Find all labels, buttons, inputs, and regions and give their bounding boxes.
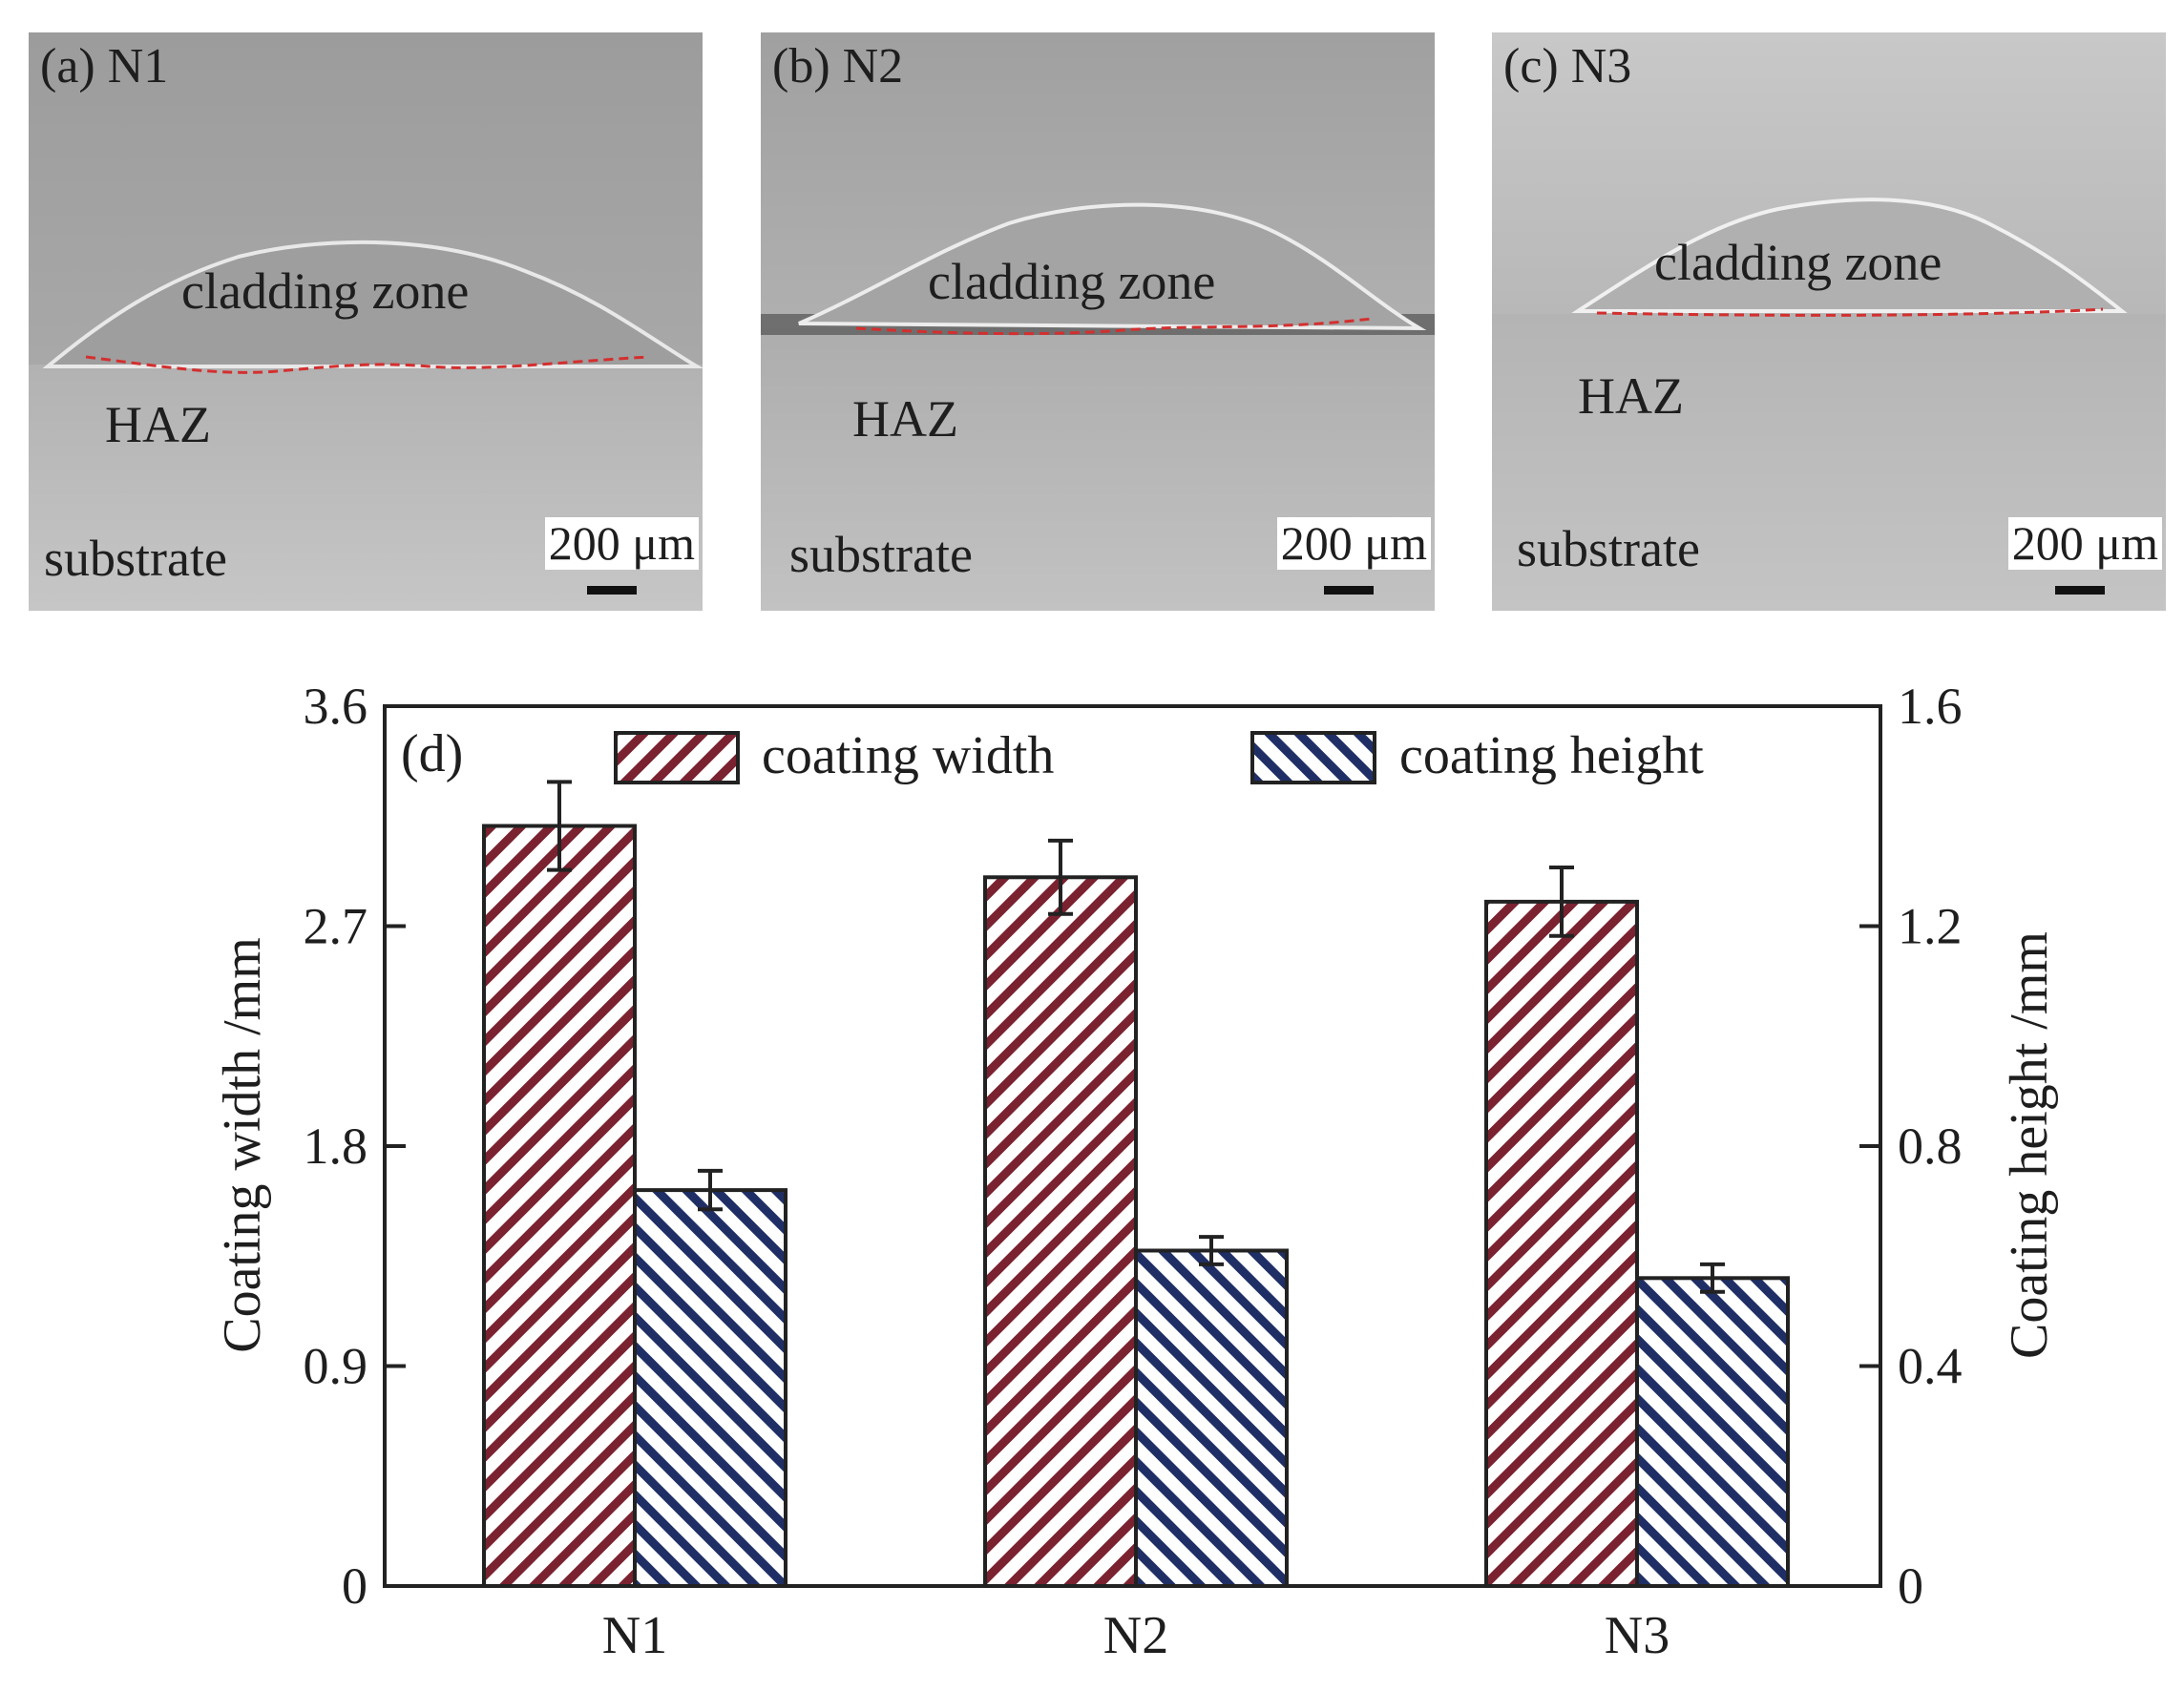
haz-label: HAZ — [105, 396, 211, 453]
scale-bar — [1324, 586, 1374, 595]
legend-swatch-height — [1250, 731, 1376, 784]
haz-label: HAZ — [852, 390, 958, 448]
bar-coating-width — [983, 875, 1138, 1588]
tick-label-left: 0.9 — [304, 1338, 368, 1395]
micrograph-image — [29, 32, 703, 611]
bar-coating-height — [633, 1188, 788, 1588]
legend: coating width coating height — [614, 726, 1704, 785]
y-axis-right-label: Coating height /mm — [2000, 931, 2059, 1359]
tick-label-right: 1.6 — [1898, 678, 1963, 735]
x-tick-label: N2 — [1103, 1606, 1168, 1665]
fusion-line — [1596, 307, 2104, 317]
tick-label-left: 0 — [342, 1557, 368, 1615]
fusion-line — [855, 317, 1373, 336]
cladding-zone-label: cladding zone — [181, 262, 470, 320]
micrograph-panel-n3: (c) N3 cladding zone HAZ substrate 200 μ… — [1492, 32, 2166, 611]
tick-label-left: 1.8 — [304, 1117, 368, 1175]
tick-label-right: 0 — [1898, 1557, 1923, 1615]
micrograph-image — [761, 32, 1435, 611]
haz-label: HAZ — [1578, 367, 1684, 425]
panel-label-d: (d) — [401, 724, 463, 783]
panel-label: (c) N3 — [1503, 39, 1632, 94]
y-axis-left-label: Coating width /mm — [213, 937, 272, 1353]
bar-coating-height — [1635, 1276, 1790, 1588]
legend-label-height: coating height — [1399, 726, 1704, 785]
scale-bar — [587, 586, 637, 595]
bar-coating-width — [482, 824, 637, 1588]
bar-coating-height — [1134, 1248, 1289, 1588]
bars-group — [482, 780, 1790, 1588]
substrate-label: substrate — [1517, 520, 1700, 577]
scale-bar — [2055, 586, 2105, 595]
tick-label-right: 0.8 — [1898, 1117, 1963, 1175]
right-axis: 0 0.4 0.8 1.2 1.6 — [1859, 678, 1963, 1615]
tick-label-left: 2.7 — [304, 898, 368, 955]
scale-bar-label: 200 μm — [1276, 517, 1431, 570]
bar-chart: 0 0.9 1.8 2.7 3.6 0 0.4 0.8 1.2 1.6 N1 N2 N3 (d) c… — [213, 678, 2059, 1665]
tick-label-right: 1.2 — [1898, 898, 1963, 955]
substrate-label: substrate — [44, 530, 227, 587]
micrograph-panel-n2: (b) N2 cladding zone HAZ substrate 200 μ… — [761, 32, 1435, 611]
panel-label: (b) N2 — [772, 39, 904, 94]
panel-label: (a) N1 — [40, 39, 169, 94]
micrograph-panel-n1: (a) N1 cladding zone HAZ substrate 200 μ… — [29, 32, 703, 611]
x-tick-label: N1 — [602, 1606, 667, 1665]
scale-bar-label: 200 μm — [544, 517, 699, 570]
tick-label-right: 0.4 — [1898, 1338, 1963, 1395]
scale-bar-label: 200 μm — [2007, 517, 2162, 570]
cladding-zone-label: cladding zone — [1654, 234, 1942, 291]
left-axis: 0 0.9 1.8 2.7 3.6 — [304, 678, 406, 1615]
bar-coating-width — [1484, 899, 1639, 1588]
cladding-zone-label: cladding zone — [928, 253, 1216, 310]
legend-swatch-width — [614, 731, 740, 784]
x-axis-categories: N1 N2 N3 — [602, 1567, 1670, 1665]
tick-label-left: 3.6 — [304, 678, 368, 735]
legend-label-width: coating width — [762, 726, 1054, 785]
substrate-label: substrate — [789, 526, 973, 583]
x-tick-label: N3 — [1605, 1606, 1670, 1665]
